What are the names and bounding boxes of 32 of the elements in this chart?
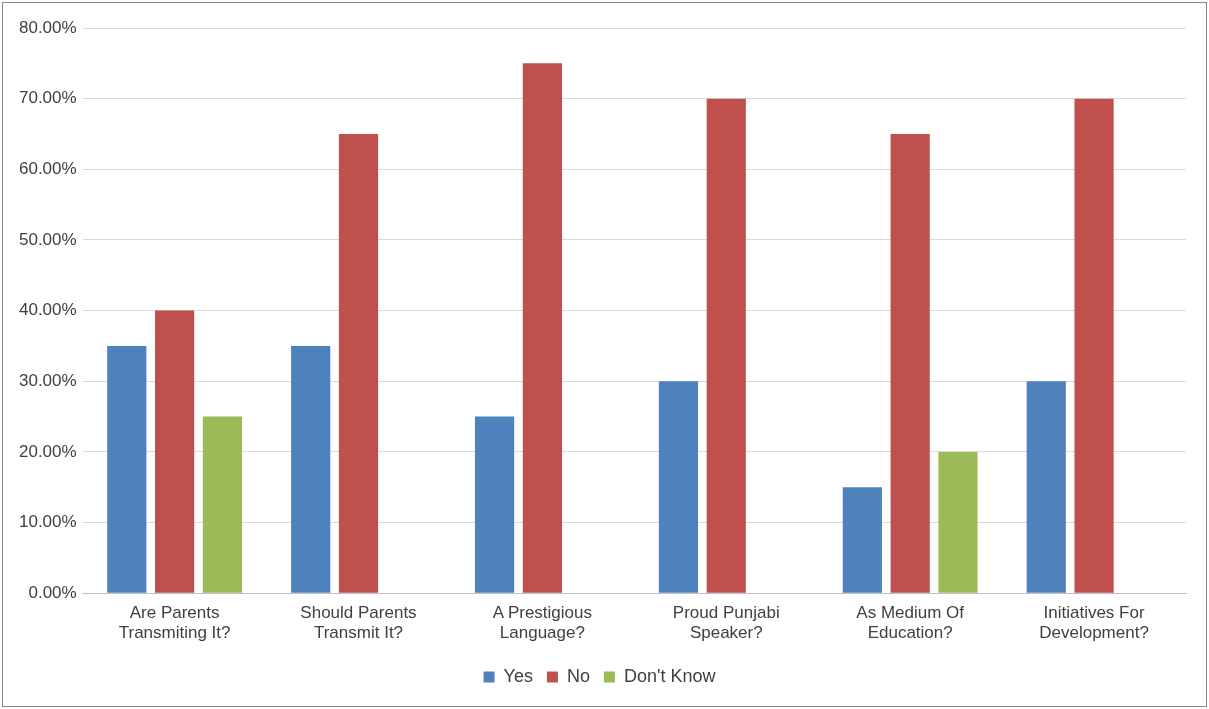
- y-tick-label: 10.00%: [18, 512, 77, 532]
- bar: [938, 451, 978, 593]
- y-tick-label: 40.00%: [18, 300, 77, 320]
- x-tick-label: Proud Punjabi Speaker?: [672, 603, 780, 643]
- x-tick-label: Are Parents Transmiting It?: [118, 603, 231, 643]
- bar: [202, 416, 243, 593]
- y-tick-label: 50.00%: [18, 229, 77, 249]
- bar: [1026, 381, 1066, 593]
- legend-label: No: [566, 665, 590, 686]
- x-tick-label: As Medium Of Education?: [856, 603, 965, 643]
- bar: [658, 381, 699, 593]
- legend-label: Yes: [503, 665, 533, 686]
- bar: [522, 63, 562, 593]
- bar: [842, 487, 882, 593]
- y-tick-label: 30.00%: [18, 370, 77, 390]
- bar: [706, 98, 746, 593]
- legend-label: Don't Know: [623, 665, 717, 686]
- y-tick-label: 80.00%: [18, 17, 77, 37]
- x-tick-label: A Prestigious Language?: [492, 603, 592, 643]
- bar: [291, 345, 331, 593]
- x-tick-label: Should Parents Transmit It?: [300, 603, 417, 643]
- y-tick-label: 60.00%: [18, 158, 77, 178]
- bar: [474, 416, 515, 593]
- bar: [890, 133, 930, 593]
- y-tick-label: 0.00%: [28, 582, 77, 602]
- bar: [338, 133, 379, 593]
- x-tick-label: Initiatives For Development?: [1039, 603, 1149, 643]
- y-tick-label: 20.00%: [18, 441, 77, 461]
- bar: [107, 345, 147, 593]
- bar: [155, 310, 195, 593]
- y-tick-label: 70.00%: [18, 88, 77, 108]
- bar: [1074, 98, 1114, 593]
